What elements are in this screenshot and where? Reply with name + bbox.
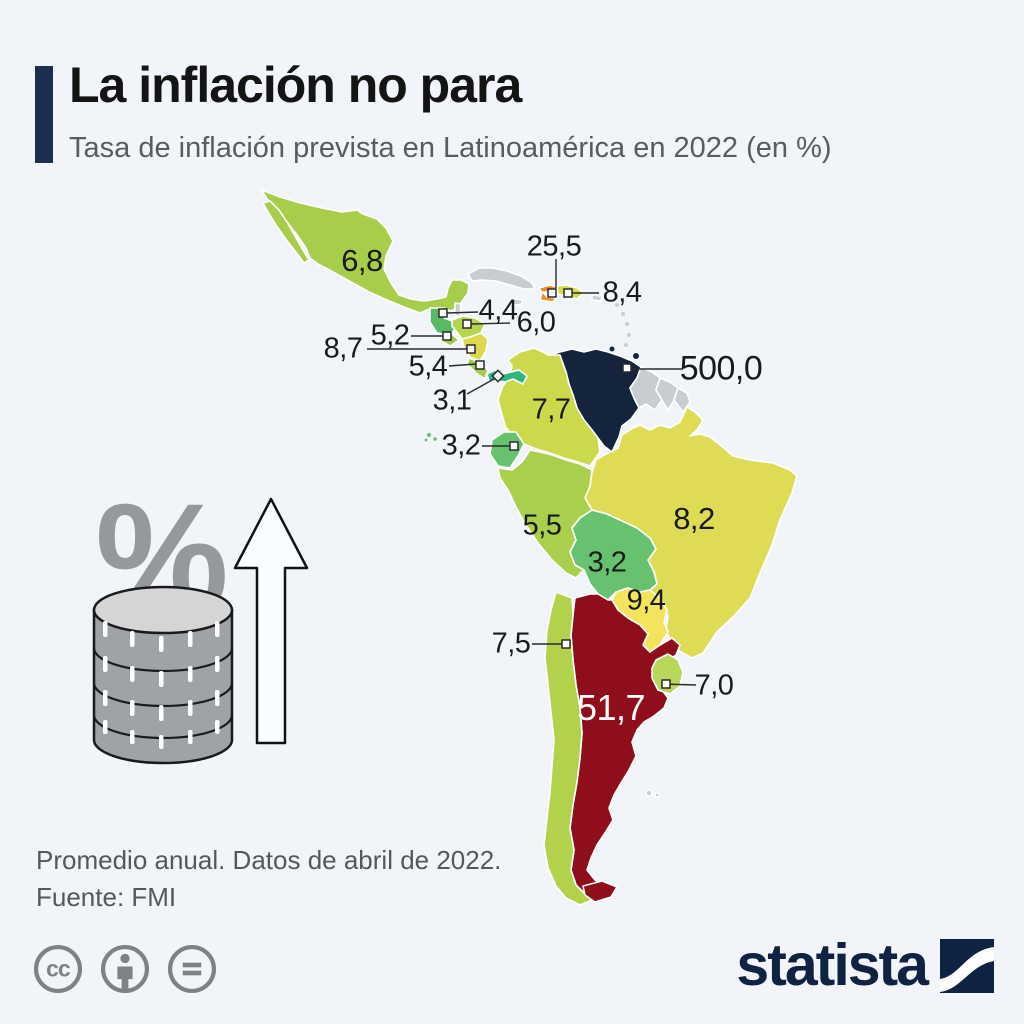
value-label-venezuela: 500,0	[679, 349, 763, 388]
country-mexico-baja-california	[262, 200, 310, 264]
value-label-guatemala: 4,4	[478, 294, 518, 327]
callout-marker-ecuador	[509, 441, 519, 451]
value-label-costa-rica: 5,4	[408, 350, 448, 383]
callout-marker-panama	[491, 369, 505, 383]
value-label-peru: 5,5	[522, 509, 562, 542]
value-label-dominican-republic: 8,4	[602, 276, 642, 309]
up-arrow-icon	[233, 497, 309, 745]
falkland-islands	[653, 791, 660, 798]
country-suriname	[655, 377, 679, 411]
footnote: Promedio anual. Datos de abril de 2022.	[36, 845, 502, 875]
callout-marker-haiti	[547, 288, 557, 298]
cc-icon: cc	[33, 944, 83, 994]
callout-marker-el-salvador	[442, 331, 452, 341]
trinidad-island	[633, 353, 639, 359]
page-subtitle: Tasa de inflación prevista en Latinoamér…	[69, 132, 832, 164]
margarita-island	[609, 346, 615, 352]
callout-line-costa-rica	[448, 363, 477, 367]
callout-marker-honduras	[462, 319, 472, 329]
value-label-honduras: 6,0	[516, 306, 556, 339]
country-jamaica	[510, 298, 524, 306]
country-mexico	[261, 189, 470, 314]
value-label-bolivia: 3,2	[587, 546, 627, 579]
country-puerto-rico	[591, 294, 603, 302]
value-label-haiti: 25,5	[526, 230, 582, 263]
value-label-uruguay: 7,0	[694, 669, 734, 702]
value-label-panama: 3,1	[432, 384, 472, 417]
value-label-colombia: 7,7	[531, 393, 571, 426]
callout-marker-venezuela	[622, 363, 632, 373]
country-guyana	[629, 366, 663, 411]
value-label-chile: 7,5	[491, 627, 531, 660]
falkland-islands	[645, 789, 653, 797]
license-icons: cc	[31, 942, 219, 996]
coins-icon	[92, 585, 234, 765]
callout-line-panama	[466, 378, 495, 395]
attribution-icon	[100, 944, 150, 994]
callout-marker-chile	[561, 639, 571, 649]
value-label-el-salvador: 5,2	[370, 319, 410, 352]
callout-marker-nicaragua	[466, 344, 476, 354]
country-french-guiana	[673, 387, 691, 413]
svg-text:cc: cc	[46, 956, 70, 982]
statista-logo-icon	[940, 938, 994, 993]
callout-marker-costa-rica	[475, 360, 485, 370]
value-label-ecuador: 3,2	[441, 429, 481, 462]
source-label: Fuente: FMI	[36, 882, 177, 912]
callout-line-honduras	[470, 322, 511, 325]
callout-marker-dominican-republic	[563, 288, 573, 298]
country-cuba	[467, 267, 536, 290]
equal-sign-icon	[167, 944, 217, 994]
galapagos-islands	[424, 433, 437, 442]
country-ecuador	[489, 431, 525, 469]
callout-marker-uruguay	[661, 679, 671, 689]
value-label-nicaragua: 8,7	[323, 332, 363, 365]
title-accent-bar	[35, 66, 53, 163]
value-label-mexico: 6,8	[341, 243, 383, 278]
value-label-brazil: 8,2	[673, 501, 715, 536]
value-label-argentina: 51,7	[576, 687, 646, 728]
statista-wordmark: statista	[736, 932, 929, 998]
country-argentina-tierra-del-fuego	[582, 880, 618, 903]
callout-line-guatemala	[446, 311, 479, 314]
lesser-antilles-islands	[615, 303, 631, 347]
statista-branding: statista	[736, 936, 994, 995]
value-label-paraguay: 9,4	[626, 584, 666, 617]
page-title: La inflación no para	[69, 57, 522, 113]
callout-marker-guatemala	[438, 308, 448, 318]
